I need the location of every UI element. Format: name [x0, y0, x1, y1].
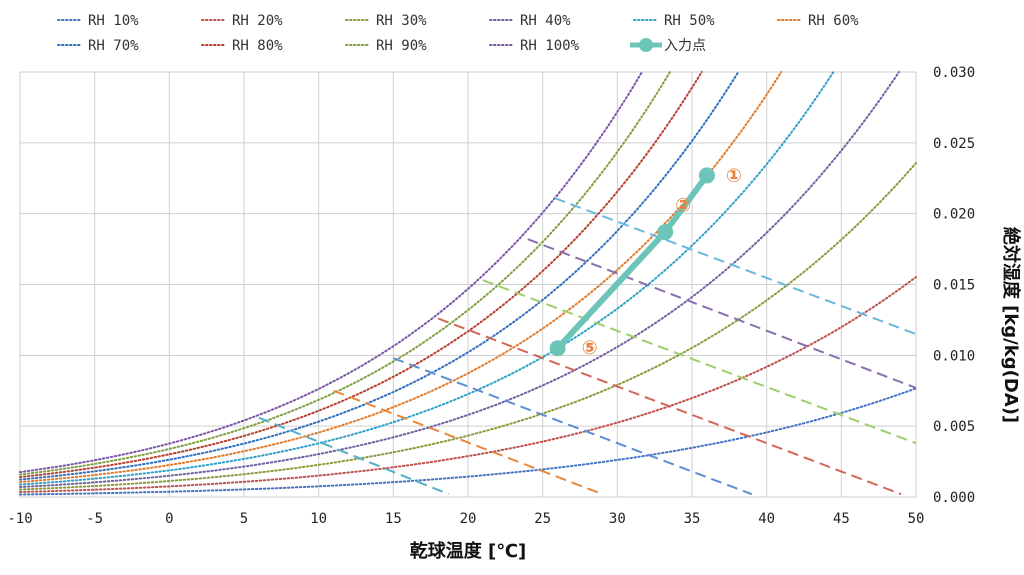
x-tick-label: 50 — [908, 511, 925, 527]
legend-label: RH 10% — [88, 13, 139, 29]
point-label: ① — [726, 165, 742, 187]
enthalpy-line — [258, 416, 449, 496]
legend-label: RH 30% — [376, 13, 427, 29]
legend-label: RH 60% — [808, 13, 859, 29]
rh-curve-80 — [19, 71, 703, 479]
rh-curve-30 — [19, 162, 917, 491]
legend-label: RH 40% — [520, 13, 571, 29]
x-tick-label: 40 — [758, 511, 775, 527]
rh-curve-100 — [19, 71, 643, 474]
x-tick-label: 25 — [534, 511, 551, 527]
y-tick-label: 0.020 — [933, 207, 975, 223]
x-tick-label: 35 — [684, 511, 701, 527]
y-tick-label: 0.000 — [933, 490, 975, 506]
enthalpy-line — [392, 357, 753, 496]
x-tick-label: 0 — [165, 511, 173, 527]
enthalpy-line — [482, 279, 917, 445]
legend-label: RH 20% — [232, 13, 283, 29]
x-tick-label: 5 — [240, 511, 248, 527]
enthalpy-lines — [258, 197, 917, 496]
rh-curve-10 — [19, 387, 917, 496]
y-tick-label: 0.010 — [933, 348, 975, 364]
y-tick-labels: 0.000 0.005 0.010 0.015 0.020 0.025 0.030 — [933, 65, 975, 506]
x-tick-label: 45 — [833, 511, 850, 527]
legend-label: RH 70% — [88, 38, 139, 54]
x-tick-label: -5 — [86, 511, 103, 527]
y-tick-label: 0.025 — [933, 136, 975, 152]
point-label: ② — [675, 195, 691, 217]
y-tick-label: 0.030 — [933, 65, 975, 81]
y-axis-title: 絶対湿度 [kg/kg(DA)] — [1000, 227, 1022, 423]
grid — [19, 71, 917, 498]
x-tick-label: 15 — [385, 511, 402, 527]
legend-marker — [639, 38, 653, 52]
rh-curve-40 — [19, 71, 900, 489]
legend-label: 入力点 — [664, 38, 706, 54]
x-tick-label: 10 — [310, 511, 327, 527]
rh-curves — [19, 71, 917, 496]
y-tick-label: 0.005 — [933, 419, 975, 435]
input-point — [549, 340, 566, 357]
enthalpy-line — [437, 317, 902, 496]
legend-label: RH 50% — [664, 13, 715, 29]
x-tick-labels: -10 -5 0 5 10 15 20 25 30 35 40 45 50 — [7, 511, 924, 527]
rh-curve-20 — [19, 276, 917, 493]
legend-label: RH 100% — [520, 38, 580, 54]
x-tick-label: 20 — [460, 511, 477, 527]
x-tick-label: -10 — [7, 511, 32, 527]
legend: RH 10% RH 20% RH 30% RH 40% RH 50% RH 60% RH 7… — [57, 13, 859, 54]
input-series: ① ② ⑤ — [549, 165, 742, 359]
rh-curve-60 — [19, 71, 783, 484]
y-tick-label: 0.015 — [933, 278, 975, 294]
enthalpy-line — [333, 389, 603, 496]
enthalpy-line — [527, 238, 917, 389]
x-tick-label: 30 — [609, 511, 626, 527]
input-point — [657, 224, 674, 241]
legend-label: RH 90% — [376, 38, 427, 54]
point-label: ⑤ — [582, 337, 598, 359]
legend-label: RH 80% — [232, 38, 283, 54]
enthalpy-line — [554, 197, 917, 336]
rh-curve-90 — [19, 71, 671, 476]
x-axis-title: 乾球温度 [℃] — [410, 540, 527, 562]
rh-curve-50 — [19, 71, 835, 486]
input-point — [698, 167, 715, 184]
